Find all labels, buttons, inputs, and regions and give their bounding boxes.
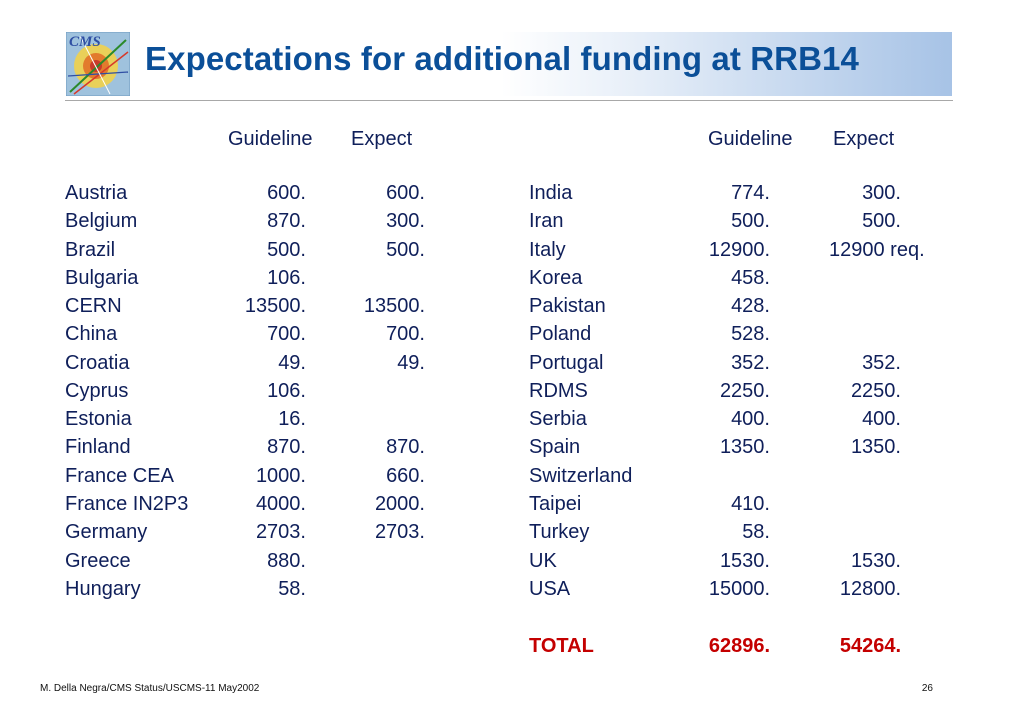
left-row-country: Croatia bbox=[65, 352, 130, 374]
total-expect: 54264. bbox=[839, 635, 901, 657]
total-guideline: 62896. bbox=[708, 635, 770, 657]
right-row-expect: 400. bbox=[862, 408, 901, 430]
right-row-country: Taipei bbox=[529, 493, 582, 515]
right-row-guideline: 352. bbox=[731, 352, 770, 374]
right-row-expect: 2250. bbox=[850, 380, 901, 402]
right-row-guideline: 528. bbox=[731, 323, 770, 345]
left-row-guideline: 49. bbox=[278, 352, 306, 374]
right-row-guideline: 500. bbox=[731, 210, 770, 232]
right-row-guideline: 58. bbox=[742, 521, 770, 543]
right-row-expect: 500. bbox=[862, 210, 901, 232]
left-row-country: Belgium bbox=[65, 210, 138, 232]
left-row-country: France CEA bbox=[65, 465, 174, 487]
left-row-expect: 300. bbox=[386, 210, 425, 232]
right-row-country: Switzerland bbox=[529, 465, 633, 487]
left-row-country: Greece bbox=[65, 550, 131, 572]
right-row-guideline: 458. bbox=[731, 267, 770, 289]
left-row-guideline: 16. bbox=[278, 408, 306, 430]
left-expect-header: Expect bbox=[351, 128, 413, 150]
right-row-country: Portugal bbox=[529, 352, 604, 374]
left-row-guideline: 870. bbox=[267, 436, 306, 458]
right-row-country: Italy bbox=[529, 239, 566, 261]
left-row-guideline: 500. bbox=[267, 239, 306, 261]
right-row-country: Pakistan bbox=[529, 295, 606, 317]
left-row-expect: 2703. bbox=[374, 521, 425, 543]
right-row-guideline: 428. bbox=[731, 295, 770, 317]
left-row-guideline: 600. bbox=[267, 182, 306, 204]
right-row-country: RDMS bbox=[529, 380, 588, 402]
right-row-expect: 12900 req. bbox=[829, 239, 925, 261]
left-row-expect: 13500. bbox=[363, 295, 425, 317]
slide-title: Expectations for additional funding at R… bbox=[145, 40, 859, 77]
page-number: 26 bbox=[921, 683, 933, 694]
left-row-country: Finland bbox=[65, 436, 131, 458]
left-row-country: CERN bbox=[65, 295, 122, 317]
left-row-guideline: 700. bbox=[267, 323, 306, 345]
cms-logo bbox=[66, 32, 130, 96]
title-divider bbox=[65, 100, 953, 101]
left-row-guideline: 870. bbox=[267, 210, 306, 232]
right-row-expect: 1530. bbox=[850, 550, 901, 572]
right-row-expect: 300. bbox=[862, 182, 901, 204]
right-guideline-header: Guideline bbox=[708, 128, 793, 150]
right-row-country: Serbia bbox=[529, 408, 587, 430]
right-row-country: Iran bbox=[529, 210, 564, 232]
right-row-country: UK bbox=[529, 550, 557, 572]
left-guideline-header: Guideline bbox=[228, 128, 313, 150]
left-row-expect: 660. bbox=[386, 465, 425, 487]
left-row-guideline: 2703. bbox=[255, 521, 306, 543]
right-row-country: Spain bbox=[529, 436, 581, 458]
left-row-country: France IN2P3 bbox=[65, 493, 189, 515]
right-row-country: Turkey bbox=[529, 521, 590, 543]
right-row-country: Poland bbox=[529, 323, 592, 345]
right-row-guideline: 410. bbox=[731, 493, 770, 515]
left-row-guideline: 4000. bbox=[255, 493, 306, 515]
right-row-guideline: 1350. bbox=[719, 436, 770, 458]
left-row-country: China bbox=[65, 323, 118, 345]
footer-text: M. Della Negra/CMS Status/USCMS-11 May20… bbox=[40, 683, 260, 694]
left-row-guideline: 880. bbox=[267, 550, 306, 572]
left-row-country: Hungary bbox=[65, 578, 141, 600]
right-row-country: USA bbox=[529, 578, 571, 600]
title-bar bbox=[132, 32, 952, 96]
left-row-country: Cyprus bbox=[65, 380, 129, 402]
left-row-country: Bulgaria bbox=[65, 267, 139, 289]
right-row-expect: 1350. bbox=[850, 436, 901, 458]
left-row-expect: 700. bbox=[386, 323, 425, 345]
cms-logo-text: CMS bbox=[69, 34, 101, 50]
left-row-country: Germany bbox=[65, 521, 148, 543]
left-row-guideline: 106. bbox=[267, 380, 306, 402]
left-row-guideline: 13500. bbox=[244, 295, 306, 317]
right-row-guideline: 774. bbox=[731, 182, 770, 204]
right-row-guideline: 400. bbox=[731, 408, 770, 430]
left-row-guideline: 106. bbox=[267, 267, 306, 289]
left-row-expect: 49. bbox=[397, 352, 425, 374]
left-row-guideline: 58. bbox=[278, 578, 306, 600]
right-row-expect: 12800. bbox=[839, 578, 901, 600]
left-row-country: Brazil bbox=[65, 239, 116, 261]
left-row-expect: 2000. bbox=[374, 493, 425, 515]
left-row-expect: 500. bbox=[386, 239, 425, 261]
left-row-expect: 600. bbox=[386, 182, 425, 204]
left-row-country: Estonia bbox=[65, 408, 132, 430]
total-label: TOTAL bbox=[529, 635, 594, 657]
right-row-guideline: 1530. bbox=[719, 550, 770, 572]
right-row-guideline: 12900. bbox=[708, 239, 770, 261]
right-row-guideline: 2250. bbox=[719, 380, 770, 402]
right-row-guideline: 15000. bbox=[708, 578, 770, 600]
left-row-guideline: 1000. bbox=[255, 465, 306, 487]
right-row-country: Korea bbox=[529, 267, 583, 289]
right-expect-header: Expect bbox=[833, 128, 895, 150]
left-row-country: Austria bbox=[65, 182, 128, 204]
left-row-expect: 870. bbox=[386, 436, 425, 458]
right-row-expect: 352. bbox=[862, 352, 901, 374]
right-row-country: India bbox=[529, 182, 573, 204]
